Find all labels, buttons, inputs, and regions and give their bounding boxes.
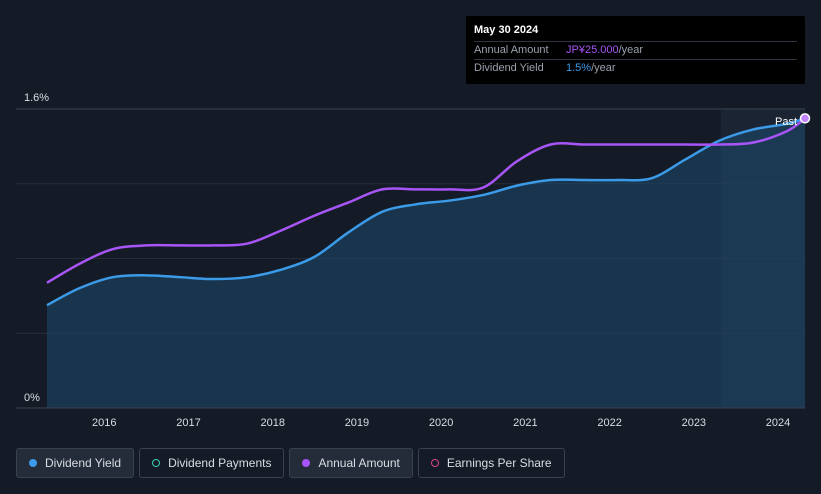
past-label: Past [775, 116, 797, 128]
x-tick-label: 2022 [597, 417, 621, 429]
tooltip-row-dividend-yield: Dividend Yield 1.5% /year [474, 59, 797, 77]
x-tick-label: 2023 [682, 417, 706, 429]
legend-label: Dividend Yield [45, 456, 122, 470]
y-tick-label: 0% [24, 392, 40, 404]
tooltip-value: JP¥25.000 [566, 44, 619, 56]
tooltip-unit: /year [618, 44, 644, 56]
chart-tooltip: May 30 2024 Annual Amount JP¥25.000 /yea… [466, 16, 805, 84]
legend-label: Dividend Payments [168, 456, 272, 470]
tooltip-date: May 30 2024 [474, 24, 539, 36]
dividend-yield-area [47, 118, 805, 408]
chart-legend: Dividend Yield Dividend Payments Annual … [16, 448, 565, 480]
tooltip-label: Dividend Yield [474, 62, 544, 74]
legend-item-dividend-payments[interactable]: Dividend Payments [139, 448, 285, 478]
dividend-yield-line [46, 117, 806, 307]
x-axis-labels: 2016 2017 2018 2019 2020 2021 2022 2023 2024 [92, 417, 790, 429]
legend-ring-icon [152, 459, 161, 467]
legend-label: Earnings Per Share [446, 456, 552, 470]
legend-label: Annual Amount [318, 456, 400, 470]
y-axis-labels: 1.6% 0% [24, 92, 49, 404]
current-point-marker[interactable] [799, 113, 811, 124]
legend-item-dividend-yield[interactable]: Dividend Yield [16, 448, 135, 478]
tooltip-row-annual-amount: Annual Amount JP¥25.000 /year [474, 41, 797, 59]
y-tick-label: 1.6% [24, 92, 49, 104]
legend-dot-icon [302, 459, 311, 467]
legend-item-annual-amount[interactable]: Annual Amount [289, 448, 413, 478]
tooltip-label: Annual Amount [474, 44, 549, 56]
legend-item-earnings-per-share[interactable]: Earnings Per Share [417, 448, 565, 478]
x-tick-label: 2020 [429, 417, 453, 429]
tooltip-value: 1.5% [566, 62, 592, 74]
x-tick-label: 2018 [260, 417, 284, 429]
legend-ring-icon [430, 459, 439, 467]
x-tick-label: 2021 [513, 417, 537, 429]
annual-amount-line [46, 117, 806, 284]
legend-dot-icon [29, 459, 37, 467]
x-tick-label: 2019 [345, 417, 369, 429]
x-tick-label: 2017 [176, 417, 200, 429]
tooltip-unit: /year [591, 62, 616, 74]
x-tick-label: 2016 [92, 417, 116, 429]
x-tick-label: 2024 [766, 417, 790, 429]
